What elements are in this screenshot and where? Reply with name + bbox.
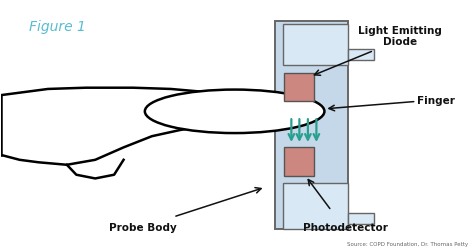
Bar [348, 49, 374, 60]
Bar [283, 24, 348, 65]
Ellipse shape [145, 90, 324, 133]
Bar [275, 20, 348, 230]
Bar [283, 184, 348, 230]
Text: Light Emitting
Diode: Light Emitting Diode [358, 26, 442, 47]
Bar [284, 147, 314, 176]
Bar [284, 73, 314, 102]
Text: Finger: Finger [417, 96, 455, 106]
Text: Photodetector: Photodetector [303, 223, 388, 233]
Text: Probe Body: Probe Body [109, 223, 176, 233]
Bar [348, 213, 374, 224]
Text: Figure 1: Figure 1 [29, 20, 86, 34]
Text: Source: COPD Foundation, Dr. Thomas Petty: Source: COPD Foundation, Dr. Thomas Pett… [347, 242, 469, 247]
